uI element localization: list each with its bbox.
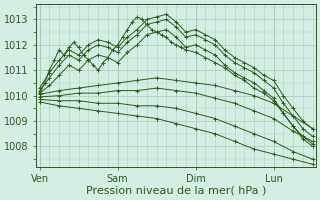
X-axis label: Pression niveau de la mer( hPa ): Pression niveau de la mer( hPa ) [86,186,266,196]
